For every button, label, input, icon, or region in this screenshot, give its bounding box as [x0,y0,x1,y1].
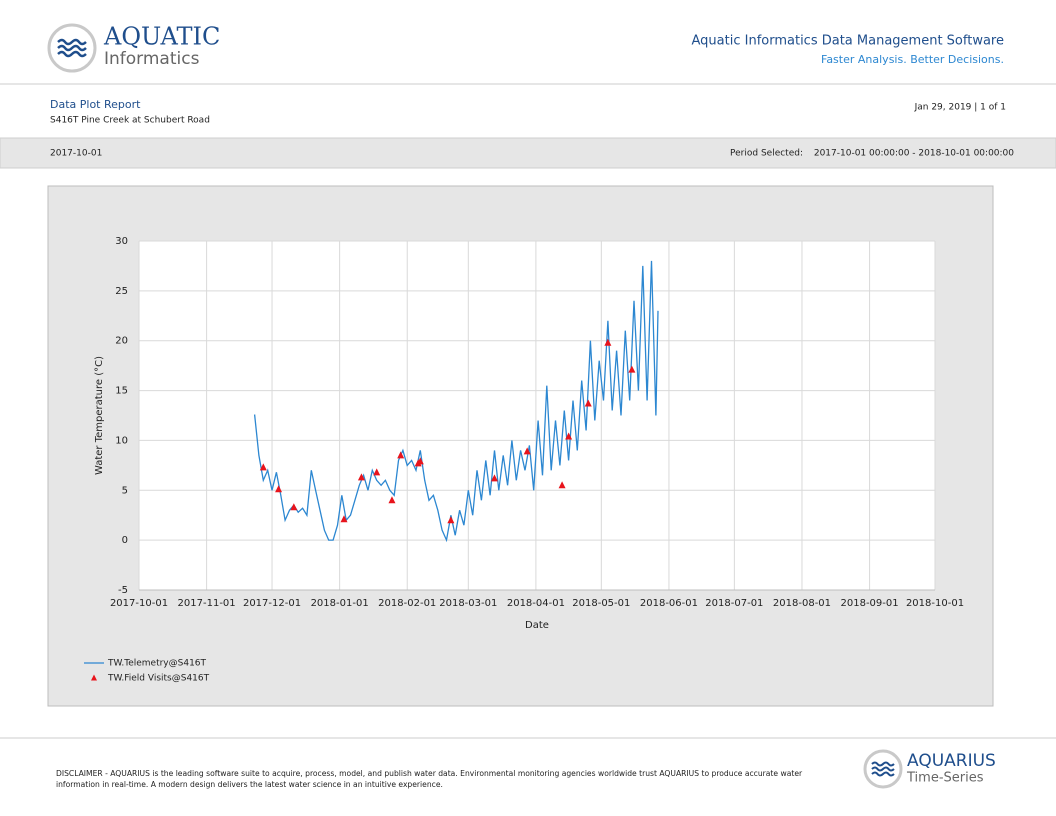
field-visit-marker [604,338,612,346]
legend-marker [91,674,97,681]
y-tick-label: 20 [115,336,128,347]
field-visit-marker [388,496,396,504]
field-visit-marker [357,473,365,481]
field-visit-marker [490,474,498,482]
x-tick-label: 2017-12-01 [243,598,301,609]
y-tick-label: 15 [115,386,128,397]
field-visit-marker [558,481,566,489]
legend-label: TW.Telemetry@S416T [107,659,207,669]
field-visit-marker [259,463,267,471]
field-visit-marker [275,485,283,493]
tagline: Faster Analysis. Better Decisions. [821,53,1004,66]
y-tick-label: 30 [115,236,128,247]
disclaimer-line: information in real-time. A modern desig… [56,780,443,789]
report-title: Data Plot Report [50,98,141,111]
x-tick-label: 2018-10-01 [906,598,964,609]
field-visit-marker [416,457,424,465]
x-tick-label: 2018-07-01 [705,598,763,609]
field-visit-marker [565,432,573,440]
start-date: 2017-10-01 [50,149,102,159]
period-label: Period Selected: [730,149,803,159]
chart: -5 0 5 10 15 20 25 30 2017-10-01 2017-11-01 2017-1… [84,236,964,684]
field-visit-marker [397,451,405,459]
aquarius-logo [863,749,903,789]
logo-waves [871,761,895,777]
x-tick-label: 2017-11-01 [178,598,236,609]
x-tick-label: 2018-09-01 [841,598,899,609]
x-tick-label: 2018-02-01 [378,598,436,609]
x-axis-title: Date [525,620,549,631]
plot-area [139,241,935,590]
field-visit-marker [447,516,455,524]
y-tick-label: 10 [115,435,128,446]
logo-waves [57,38,87,58]
field-visit-marker [628,365,636,373]
legend-label: TW.Field Visits@S416T [107,674,210,684]
y-tick-label: -5 [118,585,128,596]
aquatic-logo [47,23,97,73]
page-info: Jan 29, 2019 | 1 of 1 [914,103,1006,113]
y-tick-label: 0 [122,535,128,546]
telemetry-line [253,260,659,543]
x-tick-label: 2018-05-01 [572,598,630,609]
period-bar [0,137,1056,169]
y-tick-label: 5 [122,485,128,496]
logo-subtitle: Informatics [104,49,200,69]
x-tick-label: 2018-04-01 [507,598,565,609]
field-visit-marker [290,503,298,511]
y-tick-label: 25 [115,286,128,297]
field-visit-marker [584,399,592,407]
logo-title: AQUATIC [103,23,220,51]
y-axis-title: Water Temperature (°C) [94,356,105,475]
x-tick-label: 2018-03-01 [439,598,497,609]
disclaimer-line: DISCLAIMER - AQUARIUS is the leading sof… [56,769,803,778]
aquarius-subtitle: Time-Series [906,771,984,786]
x-tick-label: 2018-06-01 [640,598,698,609]
field-visit-marker [523,447,531,455]
aquarius-title: AQUARIUS [907,751,996,771]
field-visit-marker [340,515,348,523]
x-tick-label: 2018-01-01 [311,598,369,609]
product-name: Aquatic Informatics Data Management Soft… [692,34,1004,49]
field-visit-marker [373,468,381,476]
report-location: S416T Pine Creek at Schubert Road [50,116,210,126]
period-range: 2017-10-01 00:00:00 - 2018-10-01 00:00:0… [814,149,1014,159]
x-tick-label: 2017-10-01 [110,598,168,609]
x-tick-label: 2018-08-01 [773,598,831,609]
